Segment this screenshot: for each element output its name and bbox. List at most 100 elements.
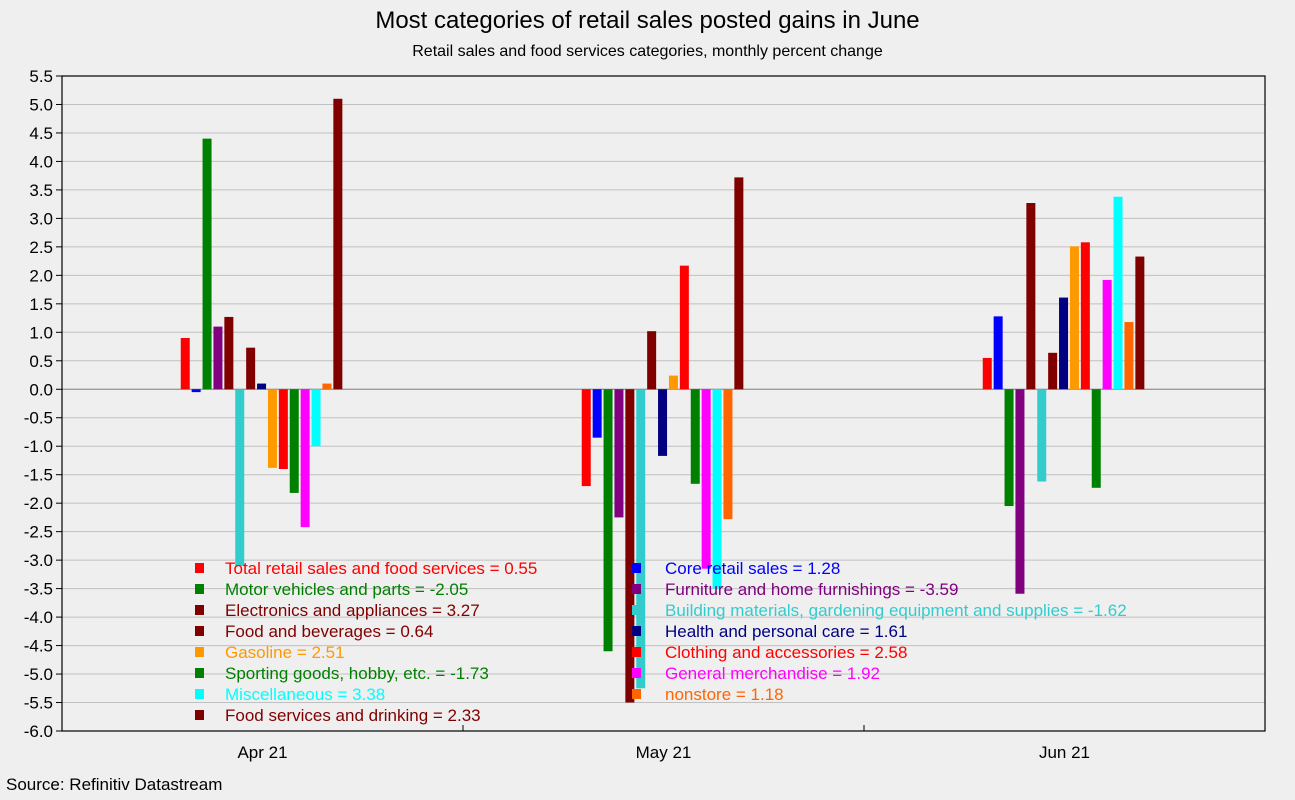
x-tick-label: Apr 21 bbox=[237, 743, 287, 762]
bar bbox=[1102, 279, 1112, 390]
y-tick-label: 1.5 bbox=[29, 295, 53, 314]
legend-item: Miscellaneous = 3.38 bbox=[225, 685, 385, 704]
bar bbox=[311, 389, 321, 447]
legend-marker bbox=[195, 584, 204, 594]
y-tick-label: -3.5 bbox=[24, 580, 53, 599]
bar bbox=[701, 389, 711, 569]
x-tick-label: May 21 bbox=[636, 743, 692, 762]
legend-item: Food and beverages = 0.64 bbox=[225, 622, 433, 641]
bar bbox=[1037, 389, 1047, 482]
bar bbox=[636, 389, 646, 689]
legend-marker bbox=[632, 689, 641, 699]
y-tick-label: -5.5 bbox=[24, 694, 53, 713]
y-tick-label: -1.5 bbox=[24, 466, 53, 485]
y-tick-label: 5.0 bbox=[29, 95, 53, 114]
bar bbox=[1069, 246, 1079, 390]
y-tick-label: 4.0 bbox=[29, 152, 53, 171]
bar bbox=[322, 383, 332, 390]
legend-item: Food services and drinking = 2.33 bbox=[225, 706, 481, 725]
bar bbox=[690, 389, 700, 484]
bar bbox=[246, 347, 256, 390]
legend: Total retail sales and food services = 0… bbox=[195, 559, 1127, 725]
legend-item: nonstore = 1.18 bbox=[665, 685, 784, 704]
bar bbox=[712, 389, 722, 589]
y-tick-label: -3.0 bbox=[24, 551, 53, 570]
chart-source: Source: Refinitiv Datastream bbox=[6, 775, 223, 794]
bar bbox=[1113, 196, 1123, 390]
y-tick-label: 5.5 bbox=[29, 67, 53, 86]
y-tick-label: -5.0 bbox=[24, 665, 53, 684]
legend-marker bbox=[195, 626, 204, 636]
legend-marker bbox=[632, 605, 641, 615]
bar bbox=[1135, 256, 1145, 390]
legend-marker bbox=[632, 668, 641, 678]
bar bbox=[1124, 322, 1134, 390]
legend-item: Clothing and accessories = 2.58 bbox=[665, 643, 907, 662]
y-tick-label: -1.0 bbox=[24, 437, 53, 456]
bar bbox=[993, 316, 1003, 390]
legend-item: General merchandise = 1.92 bbox=[665, 664, 880, 683]
bar bbox=[1059, 297, 1069, 390]
legend-marker bbox=[632, 626, 641, 636]
bar bbox=[679, 265, 689, 390]
legend-item: Core retail sales = 1.28 bbox=[665, 559, 840, 578]
legend-marker bbox=[195, 647, 204, 657]
y-tick-label: 0.5 bbox=[29, 352, 53, 371]
y-tick-label: 1.0 bbox=[29, 323, 53, 342]
chart-subtitle: Retail sales and food services categorie… bbox=[412, 43, 883, 60]
legend-item: Health and personal care = 1.61 bbox=[665, 622, 907, 641]
y-tick-label: 0.0 bbox=[29, 380, 53, 399]
chart-title: Most categories of retail sales posted g… bbox=[375, 7, 920, 34]
legend-marker bbox=[195, 563, 204, 573]
y-tick-label: -0.5 bbox=[24, 409, 53, 428]
legend-item: Electronics and appliances = 3.27 bbox=[225, 601, 480, 620]
legend-marker bbox=[632, 584, 641, 594]
bar bbox=[1048, 352, 1058, 390]
y-tick-label: 3.5 bbox=[29, 181, 53, 200]
axes: 5.5 5.0 4.5 4.0 3.5 3.0 2.5 2.0 1.5 1.0 0.5 0.0 -0.5… bbox=[24, 67, 1266, 762]
bar bbox=[278, 389, 288, 469]
legend-item: Sporting goods, hobby, etc. = -1.73 bbox=[225, 664, 489, 683]
bar bbox=[647, 331, 657, 390]
bar bbox=[257, 383, 267, 390]
bar bbox=[1080, 242, 1090, 390]
bar bbox=[603, 389, 613, 652]
plot-frame bbox=[61, 75, 1266, 732]
bar bbox=[734, 177, 744, 390]
legend-marker bbox=[195, 668, 204, 678]
bar bbox=[267, 389, 277, 468]
legend-item: Furniture and home furnishings = -3.59 bbox=[665, 580, 958, 599]
bar bbox=[1015, 389, 1025, 594]
legend-item: Total retail sales and food services = 0… bbox=[225, 559, 537, 578]
bar bbox=[333, 98, 343, 390]
bar bbox=[235, 389, 245, 566]
bar bbox=[668, 375, 678, 390]
legend-item: Motor vehicles and parts = -2.05 bbox=[225, 580, 468, 599]
legend-marker bbox=[632, 647, 641, 657]
x-tick-label: Jun 21 bbox=[1039, 743, 1090, 762]
legend-item: Building materials, gardening equipment … bbox=[665, 601, 1127, 620]
bar bbox=[1091, 389, 1101, 488]
bar bbox=[213, 326, 223, 390]
y-tick-label: -4.0 bbox=[24, 608, 53, 627]
legend-marker bbox=[195, 605, 204, 615]
bar bbox=[202, 138, 212, 390]
y-tick-label: 2.0 bbox=[29, 266, 53, 285]
bar bbox=[614, 389, 624, 518]
y-tick-label: -6.0 bbox=[24, 722, 53, 741]
legend-marker bbox=[195, 689, 204, 699]
bar bbox=[723, 389, 733, 520]
y-tick-label: 4.5 bbox=[29, 124, 53, 143]
bar bbox=[625, 389, 635, 703]
bar bbox=[180, 338, 190, 390]
bars bbox=[180, 98, 1145, 703]
legend-marker bbox=[632, 563, 641, 573]
y-tick-label: -4.5 bbox=[24, 637, 53, 656]
bar bbox=[1026, 203, 1036, 390]
bar bbox=[289, 389, 299, 493]
bar bbox=[592, 389, 602, 438]
bar bbox=[658, 389, 668, 456]
y-tick-label: 3.0 bbox=[29, 209, 53, 228]
bar bbox=[581, 389, 591, 487]
